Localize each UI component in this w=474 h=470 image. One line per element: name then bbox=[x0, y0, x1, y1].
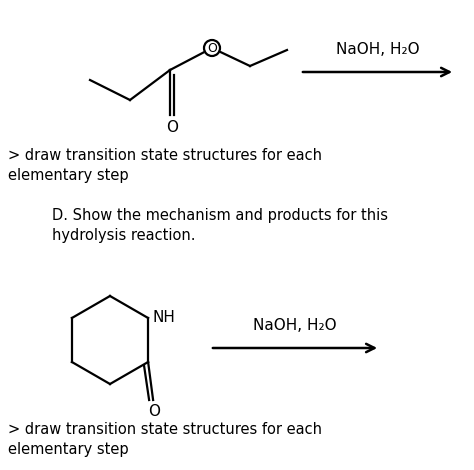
Text: NaOH, H₂O: NaOH, H₂O bbox=[336, 42, 419, 57]
Text: > draw transition state structures for each
elementary step: > draw transition state structures for e… bbox=[8, 422, 322, 457]
Text: NH: NH bbox=[152, 311, 175, 326]
Text: O: O bbox=[148, 405, 160, 420]
Text: D. Show the mechanism and products for this
hydrolysis reaction.: D. Show the mechanism and products for t… bbox=[52, 208, 388, 243]
Text: > draw transition state structures for each
elementary step: > draw transition state structures for e… bbox=[8, 148, 322, 183]
Circle shape bbox=[204, 40, 220, 56]
Text: O: O bbox=[207, 41, 217, 55]
Text: NaOH, H₂O: NaOH, H₂O bbox=[253, 319, 337, 334]
Text: O: O bbox=[166, 119, 178, 134]
